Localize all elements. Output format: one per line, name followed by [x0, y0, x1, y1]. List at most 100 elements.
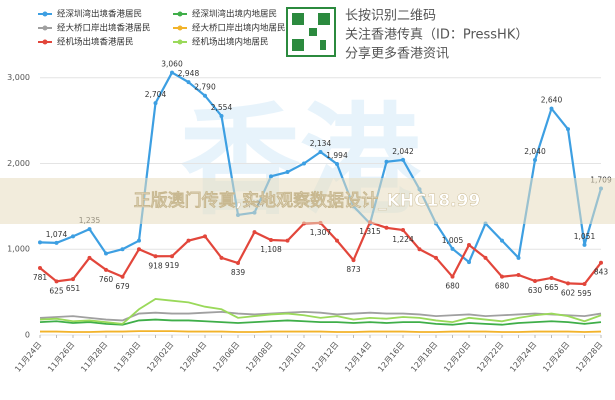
point — [236, 261, 240, 266]
y-tick-label: 1,000 — [7, 245, 30, 254]
point — [153, 101, 158, 106]
qr-code — [286, 7, 336, 57]
value-label: 679 — [115, 282, 130, 291]
value-label: 2,948 — [178, 69, 200, 78]
y-tick-label: 2,000 — [7, 159, 30, 168]
x-tick-label: 12月02日 — [145, 340, 175, 374]
value-label: 1,074 — [46, 230, 68, 239]
point — [417, 247, 422, 252]
brand: 分享更多香港资讯 — [345, 46, 449, 62]
point — [599, 260, 603, 265]
value-label: 2,042 — [392, 147, 414, 156]
x-tick-label: 12月28日 — [574, 340, 604, 374]
value-label: 602 — [561, 288, 576, 297]
legend-dot — [42, 39, 48, 45]
point — [71, 277, 75, 282]
x-tick-label: 12月16日 — [376, 340, 406, 374]
banner-text: 正版澳门传真,实地观察数据设计_KHC18.99 — [134, 190, 481, 211]
series-line — [39, 310, 602, 322]
legend-label: 经深圳湾出境内地居民 — [192, 9, 277, 20]
point — [549, 275, 554, 280]
value-label: 1,315 — [359, 227, 381, 236]
x-tick-label: 11月26日 — [46, 340, 76, 374]
y-tick-label: 3,000 — [7, 73, 30, 82]
value-label: 2,554 — [211, 103, 233, 112]
point — [87, 255, 92, 260]
point — [500, 274, 504, 279]
point — [384, 225, 389, 230]
point — [533, 278, 537, 283]
value-label: 2,640 — [541, 96, 563, 105]
value-label: 651 — [66, 284, 81, 293]
point — [318, 149, 323, 154]
point — [302, 161, 306, 166]
x-tick-label: 12月24日 — [508, 340, 538, 374]
point — [269, 237, 273, 242]
point — [186, 238, 191, 243]
point — [582, 242, 587, 247]
point — [137, 238, 141, 243]
value-label: 1,224 — [392, 235, 414, 244]
value-label: 1,108 — [260, 245, 282, 254]
point — [582, 281, 587, 286]
series-line — [39, 318, 602, 326]
point — [104, 267, 108, 272]
point — [219, 255, 224, 260]
subheader: 关注香港传真（ID：PressHK） — [345, 28, 528, 43]
point — [549, 106, 554, 111]
value-label: 665 — [544, 283, 559, 292]
point — [120, 247, 125, 252]
legend-dot — [177, 39, 183, 45]
value-label: 625 — [49, 286, 64, 295]
x-tick-label: 12月08日 — [244, 340, 274, 374]
x-tick-label: 11月24日 — [13, 340, 43, 374]
value-label: 2,790 — [194, 83, 216, 92]
value-label: 630 — [528, 286, 543, 295]
legend-dot — [42, 11, 48, 17]
point — [335, 161, 339, 166]
value-label: 3,060 — [161, 60, 183, 69]
x-tick-label: 12月12日 — [310, 340, 340, 374]
point — [483, 255, 488, 260]
value-label: 760 — [99, 275, 114, 284]
point — [137, 247, 141, 252]
point — [87, 227, 92, 232]
point — [54, 240, 59, 245]
point — [450, 274, 455, 279]
legend-dot — [177, 25, 183, 31]
point — [186, 80, 191, 85]
banner — [0, 178, 615, 224]
x-tick-label: 11月30日 — [112, 340, 142, 374]
legend-label: 经深圳湾出境香港居民 — [57, 9, 142, 20]
point — [153, 254, 158, 259]
value-label: 1,051 — [574, 232, 596, 241]
point — [351, 258, 356, 263]
point — [335, 238, 339, 243]
value-label: 1,005 — [442, 236, 464, 245]
legend-label: 经大桥口岸出境内地居民 — [192, 23, 286, 34]
y-tick-label: 0 — [25, 331, 30, 340]
value-label: 1,307 — [310, 228, 332, 237]
point — [384, 159, 389, 164]
point — [533, 158, 537, 163]
legend-label: 经机场出境香港居民 — [57, 37, 134, 48]
point — [219, 113, 224, 118]
value-label: 919 — [165, 261, 180, 270]
legend-dot — [42, 25, 48, 31]
value-label: 843 — [594, 268, 609, 277]
point — [170, 254, 174, 259]
point — [434, 255, 438, 260]
x-tick-label: 12月04日 — [178, 340, 208, 374]
point — [170, 70, 174, 75]
value-label: 1,994 — [326, 151, 348, 160]
point — [203, 93, 207, 98]
point — [566, 281, 570, 286]
point — [71, 234, 75, 239]
x-tick-label: 12月18日 — [409, 340, 439, 374]
legend-label: 经机场出境内地居民 — [192, 37, 269, 48]
x-tick-label: 12月26日 — [541, 340, 571, 374]
point — [54, 279, 59, 284]
legend-label: 经大桥口岸出境香港居民 — [57, 23, 151, 34]
x-tick-label: 12月20日 — [442, 340, 472, 374]
